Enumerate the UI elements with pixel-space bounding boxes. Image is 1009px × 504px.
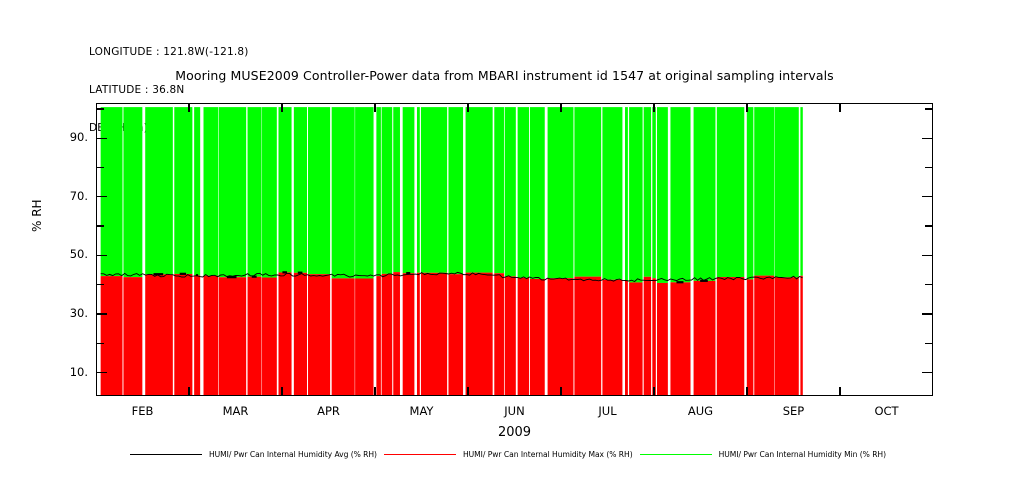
x-tick-label-mar: MAR: [222, 404, 249, 418]
y-axis-title: % RH: [30, 199, 44, 232]
y-tick-major-right: [922, 371, 933, 374]
y-tick-label: 50.: [69, 247, 88, 262]
x-tick-label-feb: FEB: [131, 404, 154, 418]
x-tick-bottom: [281, 387, 283, 396]
y-tick-major-left: [96, 196, 107, 198]
y-tick-label: 90.: [69, 130, 88, 145]
x-tick-top: [839, 103, 841, 112]
x-tick-top: [467, 103, 469, 112]
y-tick-minor-left: [96, 108, 104, 110]
x-tick-top: [281, 103, 283, 112]
y-tick-minor-right: [925, 284, 933, 286]
x-tick-bottom: [746, 387, 748, 396]
series-humidity-min: [100, 107, 803, 283]
x-tick-bottom: [839, 387, 841, 396]
legend-item-2: HUMI/ Pwr Can Internal Humidity Min (% R…: [633, 450, 886, 459]
legend-swatch-line: [383, 454, 456, 455]
x-tick-label-apr: APR: [317, 404, 340, 418]
chart-legend: HUMI/ Pwr Can Internal Humidity Avg (% R…: [0, 450, 1009, 459]
y-tick-label: 10.: [69, 364, 88, 379]
x-tick-label-aug: AUG: [687, 404, 714, 418]
y-tick-label: 30.: [69, 305, 88, 320]
x-tick-top: [746, 103, 748, 112]
y-tick-minor-left: [96, 225, 104, 227]
plot-area: 90. 70. 50. 30. 10. FEB MAR APR MAY JUN JUL AUG SEP…: [70, 103, 933, 418]
y-tick-major-right: [922, 313, 933, 315]
x-tick-top: [653, 103, 655, 112]
series-humidity-avg: [100, 271, 803, 284]
y-tick-minor-right: [925, 108, 933, 110]
y-tick-minor-right: [925, 225, 933, 227]
x-tick-bottom: [560, 387, 562, 396]
legend-item-1: HUMI/ Pwr Can Internal Humidity Max (% R…: [377, 450, 633, 459]
x-axis-title: 2009: [497, 425, 532, 440]
x-tick-bottom: [188, 387, 190, 396]
legend-label: HUMI/ Pwr Can Internal Humidity Max (% R…: [462, 450, 633, 459]
y-tick-major-right: [922, 254, 933, 256]
y-tick-major-left: [96, 137, 107, 139]
series-humidity-max: [100, 272, 803, 396]
x-tick-top: [374, 103, 376, 112]
y-tick-major-left: [96, 313, 107, 315]
x-tick-top: [188, 103, 190, 112]
chart-title: Mooring MUSE2009 Controller-Power data f…: [175, 68, 834, 83]
latitude-text: LATITUDE : 36.8N: [89, 83, 185, 96]
y-tick-minor-right: [925, 342, 933, 344]
y-tick-major-left: [96, 371, 107, 374]
x-tick-label-may: MAY: [409, 404, 434, 418]
x-tick-top: [560, 103, 562, 112]
x-tick-label-sep: SEP: [782, 404, 805, 418]
y-tick-major-right: [922, 137, 933, 139]
plot-frame: [96, 103, 933, 396]
y-tick-minor-left: [96, 166, 104, 169]
chart-svg: [100, 107, 803, 396]
y-tick-major-left: [96, 254, 107, 256]
y-tick-minor-left: [96, 342, 104, 344]
y-tick-minor-left: [96, 284, 104, 286]
x-tick-label-oct: OCT: [874, 404, 899, 418]
legend-swatch-line: [639, 454, 712, 455]
y-tick-minor-right: [925, 166, 933, 169]
longitude-text: LONGITUDE : 121.8W(-121.8): [89, 46, 249, 59]
y-tick-major-right: [922, 196, 933, 198]
x-tick-bottom: [374, 387, 376, 396]
legend-label: HUMI/ Pwr Can Internal Humidity Avg (% R…: [208, 450, 377, 459]
x-tick-bottom: [653, 387, 655, 396]
legend-label: HUMI/ Pwr Can Internal Humidity Min (% R…: [718, 450, 887, 459]
x-tick-bottom: [467, 387, 469, 396]
x-tick-label-jul: JUL: [598, 404, 617, 418]
legend-swatch-line: [129, 454, 202, 455]
y-tick-label: 70.: [69, 188, 88, 203]
plot-canvas: [96, 103, 933, 396]
legend-item-0: HUMI/ Pwr Can Internal Humidity Avg (% R…: [123, 450, 377, 459]
x-tick-label-jun: JUN: [504, 404, 525, 418]
